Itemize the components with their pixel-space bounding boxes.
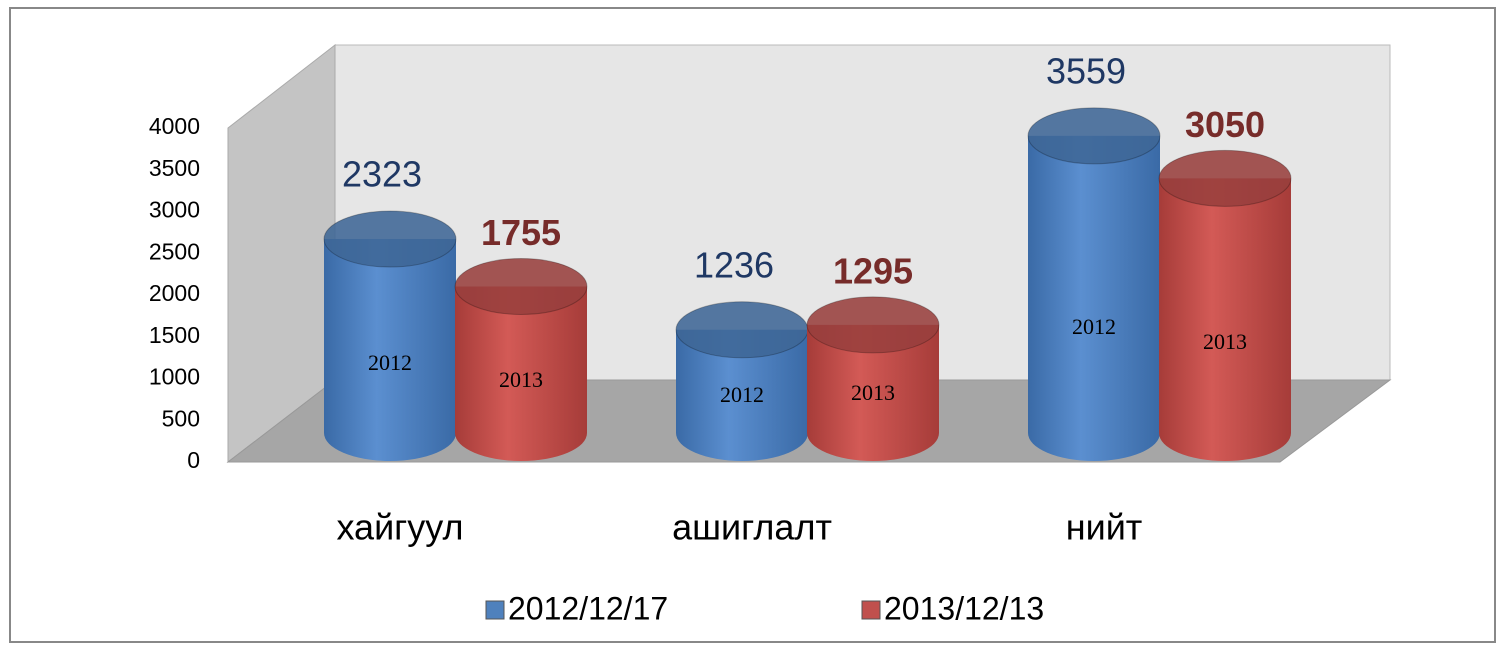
y-tick-label: 2500 (149, 238, 200, 264)
bar (807, 324, 939, 461)
bar-text: 2012 (1072, 314, 1116, 339)
bar (676, 329, 808, 461)
y-tick-label: 1500 (149, 322, 200, 348)
y-tick-label: 3000 (149, 197, 200, 223)
bar-text: 2013 (499, 367, 543, 392)
value-label: 1755 (481, 212, 561, 253)
bar (324, 239, 456, 461)
bar-text: 2013 (1203, 329, 1247, 354)
legend-label: 2012/12/17 (508, 590, 668, 626)
y-tick-label: 1000 (149, 364, 200, 390)
bar-top (1027, 107, 1161, 165)
x-tick-label: хайгуул (336, 507, 463, 548)
y-tick-label: 2000 (149, 280, 200, 306)
bar-text: 2013 (851, 380, 895, 405)
bar-text: 2012 (368, 350, 412, 375)
value-label: 1236 (694, 244, 774, 285)
bar-top (1158, 149, 1292, 207)
value-label: 3559 (1046, 50, 1126, 91)
legend-label: 2013/12/13 (884, 590, 1044, 626)
value-label: 2323 (342, 154, 422, 195)
y-tick-label: 4000 (149, 113, 200, 139)
value-label: 3050 (1185, 104, 1265, 145)
bar-top-shade (1028, 107, 1160, 164)
y-tick-label: 0 (187, 447, 200, 473)
x-tick-label: ашиглалт (672, 507, 832, 548)
y-tick-label: 500 (162, 405, 200, 431)
bar-top-shade (807, 296, 939, 353)
x-tick-label: нийт (1066, 507, 1143, 548)
bar (1028, 135, 1160, 462)
bar-text: 2012 (720, 382, 764, 407)
bar-top (806, 296, 940, 354)
bar-top-shade (455, 258, 587, 315)
bar-top (454, 257, 588, 315)
y-tick-label: 3500 (149, 155, 200, 181)
bar-top-shade (324, 211, 456, 268)
bar-top-shade (1159, 150, 1291, 207)
bar (1159, 178, 1291, 461)
legend-swatch (485, 600, 505, 620)
bar (455, 286, 587, 461)
bar-top-shade (676, 301, 808, 358)
value-label: 1295 (833, 250, 913, 291)
legend-swatch (861, 600, 881, 620)
bar-top (323, 210, 457, 268)
